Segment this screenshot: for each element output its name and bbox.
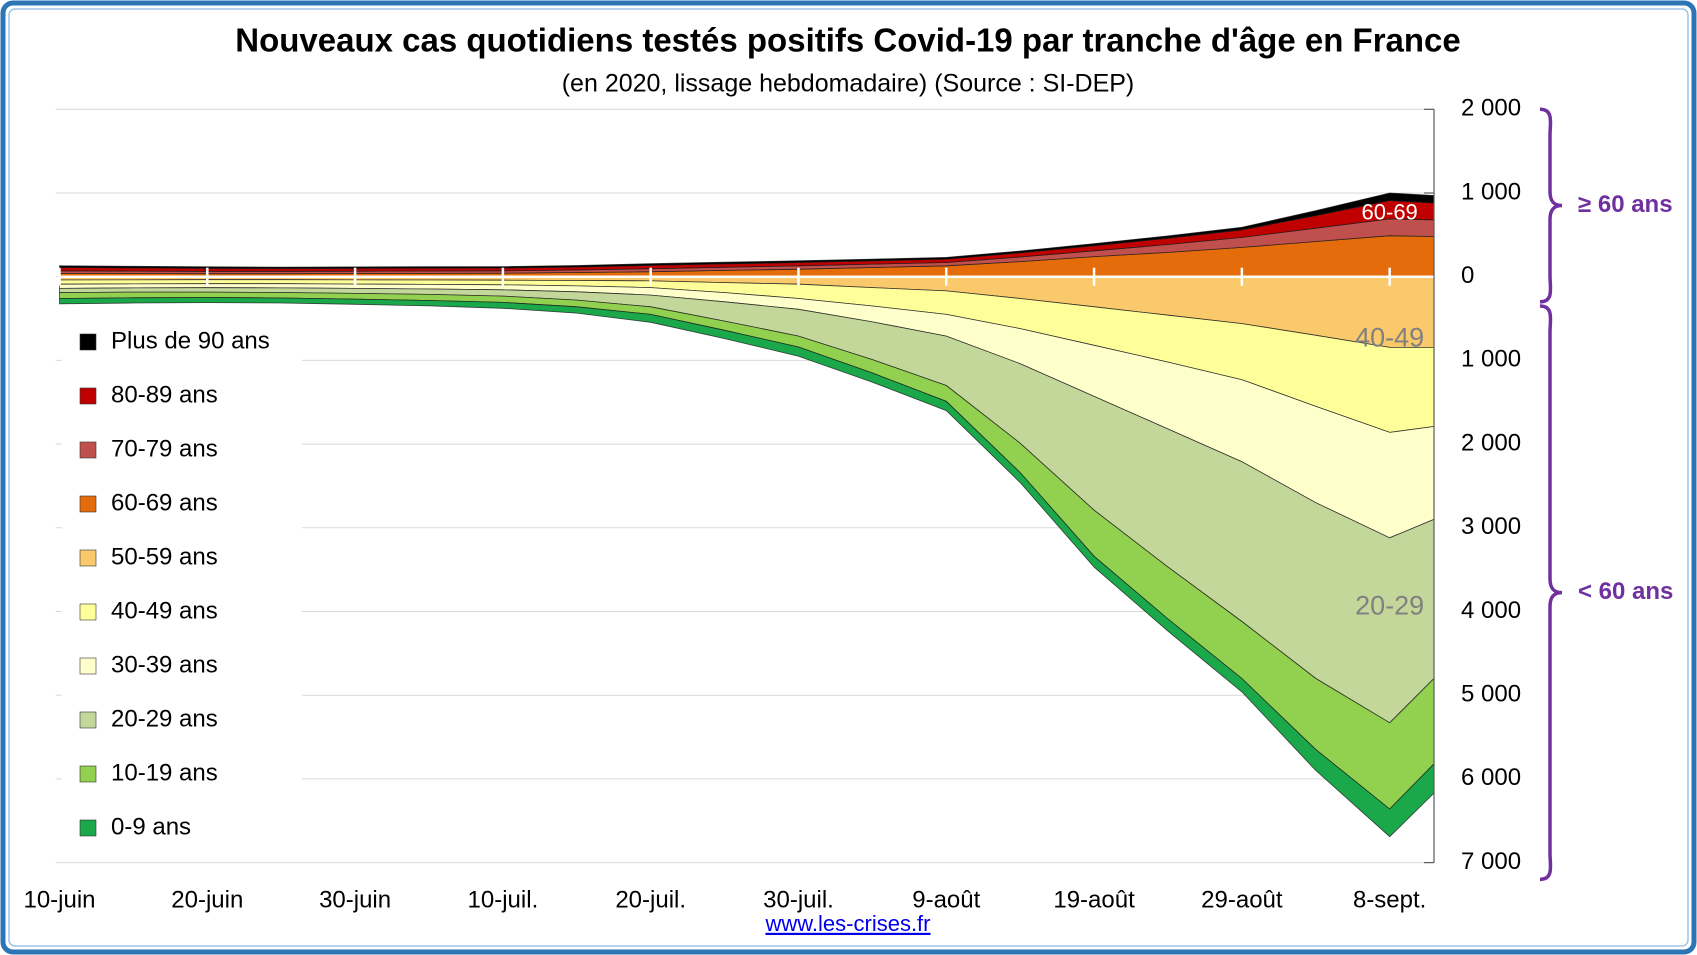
legend-label: 10-19 ans	[111, 759, 218, 786]
legend-swatch	[79, 711, 97, 729]
legend-label: Plus de 90 ans	[111, 327, 270, 354]
x-tick-label: 20-juil.	[615, 886, 686, 913]
legend-label: 20-29 ans	[111, 705, 218, 732]
annotation: 20-29	[1355, 590, 1424, 620]
legend-swatch	[79, 603, 97, 621]
legend-swatch	[79, 549, 97, 567]
y-tick-label: 5 000	[1461, 681, 1521, 708]
legend-label: 40-49 ans	[111, 597, 218, 624]
y-tick-label: 2 000	[1461, 95, 1521, 122]
legend-swatch	[79, 387, 97, 405]
plot: 2 000 1 000 0 1 000 2 000 3 000 4 000 5 000 6 00…	[23, 95, 1673, 914]
legend-label: 60-69 ans	[111, 489, 218, 516]
x-tick-label: 10-juin	[23, 886, 95, 913]
bracket-label: < 60 ans	[1578, 578, 1673, 605]
x-tick-label: 8-sept.	[1353, 886, 1426, 913]
x-tick-label: 19-août	[1053, 886, 1135, 913]
legend-label: 30-39 ans	[111, 651, 218, 678]
source-link-text[interactable]: www.les-crises.fr	[764, 911, 930, 936]
x-tick-label: 20-juin	[171, 886, 243, 913]
legend-swatch	[79, 333, 97, 351]
y-tick-label: 4 000	[1461, 597, 1521, 624]
legend-swatch	[79, 765, 97, 783]
y-tick-label: 1 000	[1461, 346, 1521, 373]
legend-swatch	[79, 657, 97, 675]
x-tick-label: 9-août	[912, 886, 980, 913]
legend-swatch	[79, 819, 97, 837]
y-tick-label: 6 000	[1461, 764, 1521, 791]
chart-title: Nouveaux cas quotidiens testés positifs …	[235, 22, 1461, 59]
legend-label: 80-89 ans	[111, 381, 218, 408]
frame-inner	[8, 8, 1689, 947]
legend-swatch	[79, 441, 97, 459]
x-tick-label: 30-juin	[319, 886, 391, 913]
source-link[interactable]: www.les-crises.fr	[764, 911, 930, 936]
y-tick-label: 2 000	[1461, 429, 1521, 456]
legend-label: 70-79 ans	[111, 435, 218, 462]
x-tick-label: 10-juil.	[468, 886, 539, 913]
annotation: 40-49	[1355, 323, 1424, 353]
legend: Plus de 90 ans 80-89 ans 70-79 ans 60-69 an…	[62, 315, 302, 855]
legend-background	[62, 315, 302, 855]
y-tick-label: 3 000	[1461, 513, 1521, 540]
y-tick-label: 1 000	[1461, 178, 1521, 205]
y-tick-label: 7 000	[1461, 848, 1521, 875]
legend-swatch	[79, 495, 97, 513]
bracket	[1539, 107, 1563, 304]
legend-label: 0-9 ans	[111, 813, 191, 840]
chart-subtitle: (en 2020, lissage hebdomadaire) (Source …	[562, 70, 1135, 98]
legend-label: 50-59 ans	[111, 543, 218, 570]
x-tick-label: 30-juil.	[763, 886, 834, 913]
x-tick-label: 29-août	[1201, 886, 1283, 913]
bracket-label: ≥ 60 ans	[1578, 191, 1673, 218]
annotation: 60-69	[1362, 200, 1418, 225]
bracket	[1539, 304, 1563, 882]
y-tick-label: 0	[1461, 262, 1474, 289]
